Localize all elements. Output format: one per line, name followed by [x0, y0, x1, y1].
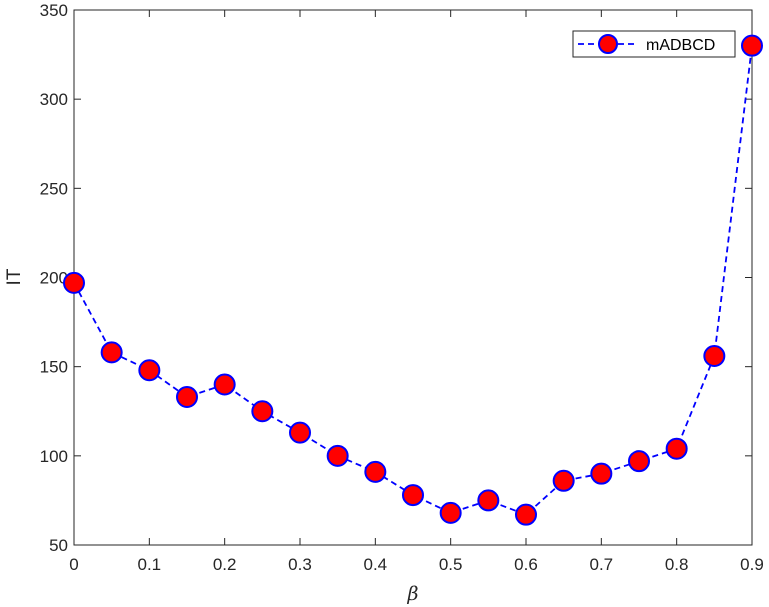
data-point — [439, 501, 462, 524]
data-point — [665, 437, 688, 460]
x-axis-label: β — [407, 583, 419, 605]
y-axis-label: IT — [4, 268, 25, 285]
data-point — [176, 385, 198, 408]
data-point — [741, 34, 763, 57]
x-tick-label: 0.5 — [439, 555, 463, 574]
tick-labels: 0 0.1 0.2 0.3 0.4 0.5 0.6 0.7 0.8 0.9 50 100 150 200 2… — [40, 1, 764, 574]
data-point — [251, 400, 274, 423]
data-point — [213, 373, 236, 396]
x-tick-label: 0.2 — [213, 555, 237, 574]
x-tick-label: 0.8 — [665, 555, 689, 574]
legend: mADBCD — [572, 30, 736, 58]
x-tick-label: 0.6 — [514, 555, 538, 574]
legend-marker-sample — [598, 34, 618, 54]
data-point — [590, 462, 613, 485]
y-tick-label: 50 — [49, 536, 68, 555]
x-tick-label: 0.4 — [364, 555, 388, 574]
data-point — [628, 450, 650, 473]
data-point — [515, 503, 537, 526]
data-point — [289, 421, 311, 444]
y-tick-label: 150 — [40, 358, 68, 377]
data-point — [100, 341, 123, 364]
plot-background — [74, 10, 752, 545]
x-tick-label: 0 — [69, 555, 78, 574]
data-point — [364, 460, 387, 483]
data-point — [138, 359, 161, 382]
y-tick-label: 250 — [40, 179, 68, 198]
x-tick-label: 0.7 — [590, 555, 614, 574]
legend-label: mADBCD — [646, 37, 715, 54]
y-tick-label: 350 — [40, 1, 68, 20]
data-point — [477, 489, 500, 512]
y-tick-label: 300 — [40, 90, 68, 109]
series-layer — [63, 34, 763, 526]
data-point — [552, 469, 575, 492]
x-tick-label: 0.9 — [740, 555, 764, 574]
y-tick-label: 200 — [40, 269, 68, 288]
data-point — [63, 271, 85, 294]
data-point — [703, 344, 726, 367]
data-point — [326, 444, 349, 467]
x-tick-label: 0.3 — [288, 555, 312, 574]
y-tick-label: 100 — [40, 447, 68, 466]
data-point — [402, 484, 424, 507]
x-tick-label: 0.1 — [138, 555, 162, 574]
ticks — [73, 9, 753, 546]
